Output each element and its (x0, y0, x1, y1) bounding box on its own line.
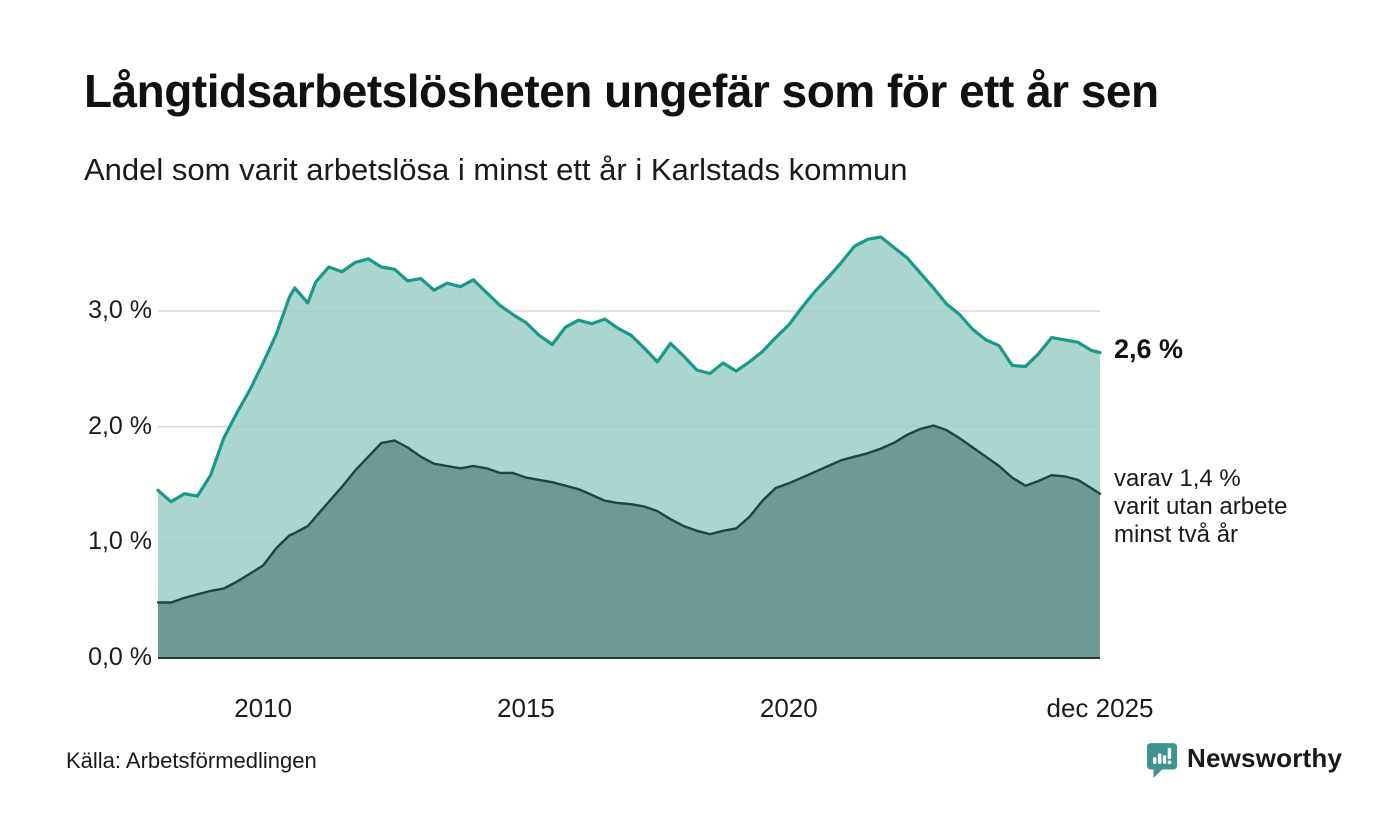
end-label-one-year: 2,6 % (1114, 333, 1184, 364)
newsworthy-logo: Newsworthy (1146, 741, 1342, 783)
y-tick-label: 2,0 % (88, 411, 152, 440)
y-tick-label: 0,0 % (88, 643, 152, 671)
end-label-two-years: varav 1,4 % varit utan arbete minst två … (1114, 464, 1288, 548)
y-tick-label: 1,0 % (88, 527, 152, 556)
newsworthy-icon (1146, 743, 1178, 778)
area-fill-series-1 (158, 425, 1100, 658)
x-tick-label: 2015 (497, 693, 555, 723)
x-tick-label: dec 2025 (1046, 693, 1154, 723)
source-note: Källa: Arbetsförmedlingen (66, 748, 317, 773)
x-tick-label: 2020 (759, 693, 818, 723)
newsworthy-wordmark: Newsworthy (1187, 743, 1343, 773)
line-series-1 (156, 424, 1102, 604)
x-tick-label: 2010 (234, 693, 293, 723)
chart-subtitle: Andel som varit arbetslösa i minst ett å… (84, 152, 908, 187)
page-title: Långtidsarbetslösheten ungefär som för e… (84, 65, 1159, 117)
line-series-0 (156, 235, 1102, 504)
y-tick-label: 3,0 % (88, 295, 152, 324)
